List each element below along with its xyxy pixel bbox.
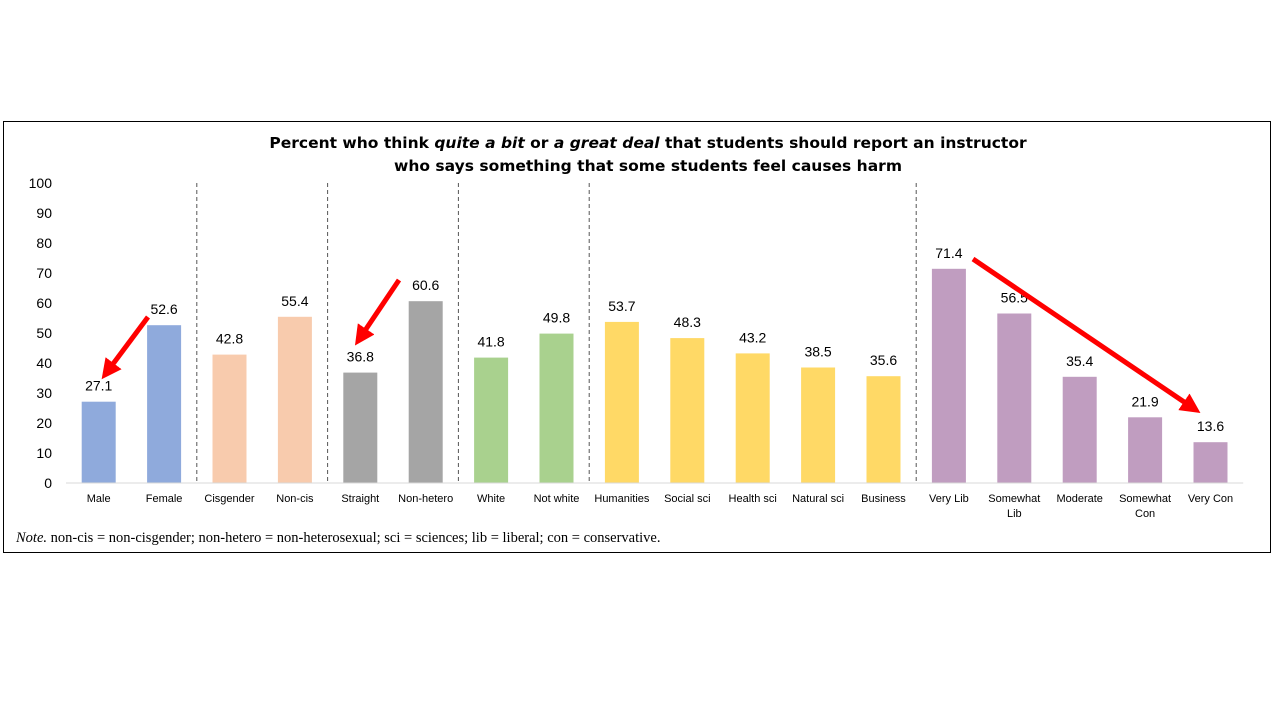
- y-tick-label: 100: [29, 175, 53, 191]
- y-tick-label: 70: [36, 265, 52, 281]
- annotation-arrow: [354, 278, 402, 346]
- x-tick-label: Female: [146, 493, 183, 505]
- data-label: 35.4: [1066, 353, 1093, 369]
- data-label: 38.5: [804, 344, 831, 360]
- bar: [1128, 417, 1163, 483]
- x-tick-label: Business: [861, 493, 906, 505]
- annotation-arrow: [101, 315, 151, 380]
- data-label: 27.1: [85, 378, 112, 394]
- bar: [277, 316, 312, 483]
- data-label: 36.8: [347, 349, 374, 365]
- y-tick-label: 80: [36, 235, 52, 251]
- title-part: that students should report an instructo…: [659, 134, 1027, 152]
- x-tick-label: Humanities: [594, 493, 650, 505]
- bar: [931, 268, 966, 483]
- y-tick-label: 10: [36, 445, 52, 461]
- bar: [212, 354, 247, 483]
- data-label: 48.3: [674, 314, 701, 330]
- bar: [1193, 442, 1228, 483]
- x-tick-label: Very Lib: [929, 493, 969, 505]
- bar: [866, 376, 901, 483]
- data-label: 13.6: [1197, 418, 1224, 434]
- x-tick-label: Non-hetero: [398, 493, 453, 505]
- x-tick-label: Male: [87, 493, 111, 505]
- annotation-arrow: [971, 256, 1201, 414]
- data-label: 53.7: [608, 298, 635, 314]
- y-tick-label: 50: [36, 325, 52, 341]
- y-tick-label: 20: [36, 415, 52, 431]
- data-label: 41.8: [477, 334, 504, 350]
- bar: [81, 401, 116, 483]
- bar: [997, 313, 1032, 483]
- y-tick-label: 0: [44, 475, 52, 491]
- x-tick-label: Cisgender: [204, 493, 254, 505]
- title-part: or: [524, 134, 554, 152]
- data-label: 21.9: [1131, 393, 1158, 409]
- y-tick-label: 30: [36, 385, 52, 401]
- x-tick-label: Lib: [1007, 508, 1022, 520]
- y-tick-label: 90: [36, 205, 52, 221]
- x-tick-label: White: [477, 493, 505, 505]
- title-part: Percent who think: [269, 134, 435, 152]
- x-tick-label: Health sci: [729, 493, 777, 505]
- chart-title-line1: Percent who think quite a bit or a great…: [0, 132, 1280, 155]
- bar: [1062, 376, 1097, 483]
- x-tick-label: Moderate: [1056, 493, 1102, 505]
- bar: [539, 333, 574, 483]
- data-label: 42.8: [216, 331, 243, 347]
- bar: [801, 367, 836, 483]
- data-label: 55.4: [281, 293, 308, 309]
- data-label: 49.8: [543, 310, 570, 326]
- y-tick-label: 60: [36, 295, 52, 311]
- bar: [343, 372, 378, 483]
- note-text: non-cis = non-cisgender; non-hetero = no…: [47, 530, 661, 546]
- chart-title-line2: who says something that some students fe…: [394, 157, 902, 175]
- bar: [474, 357, 509, 483]
- x-tick-label: Somewhat: [1119, 493, 1171, 505]
- data-label: 35.6: [870, 352, 897, 368]
- chart-title: Percent who think quite a bit or a great…: [0, 132, 1280, 178]
- title-part: quite a bit: [434, 134, 525, 152]
- title-part: a great deal: [553, 134, 660, 152]
- bar: [147, 325, 182, 483]
- data-label: 52.6: [150, 301, 177, 317]
- x-tick-label: Not white: [534, 493, 580, 505]
- note-lead: Note.: [16, 530, 48, 546]
- bar: [670, 338, 705, 483]
- bar: [735, 353, 770, 483]
- x-tick-label: Non-cis: [276, 493, 314, 505]
- bar: [408, 301, 443, 483]
- data-label: 43.2: [739, 329, 766, 345]
- x-tick-label: Somewhat: [988, 493, 1040, 505]
- x-tick-label: Straight: [341, 493, 379, 505]
- bar: [604, 321, 639, 483]
- x-tick-label: Natural sci: [792, 493, 844, 505]
- x-tick-label: Social sci: [664, 493, 710, 505]
- y-tick-label: 40: [36, 355, 52, 371]
- x-tick-label: Con: [1135, 508, 1155, 520]
- data-label: 71.4: [935, 245, 962, 261]
- x-tick-label: Very Con: [1188, 493, 1233, 505]
- data-label: 60.6: [412, 277, 439, 293]
- chart-note: Note. non-cis = non-cisgender; non-heter…: [16, 530, 660, 547]
